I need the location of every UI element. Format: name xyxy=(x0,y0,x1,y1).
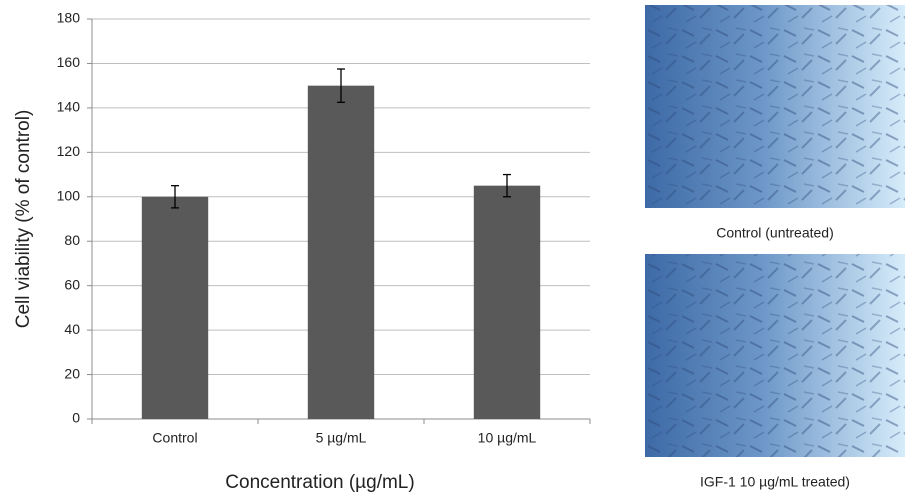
panel-caption: IGF-1 10 µg/mL treated) xyxy=(700,474,850,490)
panel-caption: Control (untreated) xyxy=(716,225,834,241)
y-tick-label: 180 xyxy=(57,10,81,26)
y-tick-label: 160 xyxy=(57,54,81,70)
micrograph-cells xyxy=(645,5,905,208)
page: Control (untreated) IGF-1 10 µg/mL treat… xyxy=(0,0,909,497)
bar xyxy=(142,197,208,419)
figure: Control (untreated) IGF-1 10 µg/mL treat… xyxy=(0,0,909,497)
x-axis-title: Concentration (µg/mL) xyxy=(225,472,414,493)
y-tick-label: 120 xyxy=(57,143,81,159)
y-tick-label: 0 xyxy=(72,410,80,426)
panel-top xyxy=(645,5,905,208)
panel-bottom xyxy=(645,254,905,457)
x-tick-label: 10 µg/mL xyxy=(478,430,537,446)
y-tick-label: 80 xyxy=(64,232,80,248)
x-tick-label: Control xyxy=(152,430,197,446)
y-tick-label: 100 xyxy=(57,187,81,203)
bar xyxy=(308,86,374,419)
y-tick-label: 60 xyxy=(64,276,80,292)
x-tick-label: 5 µg/mL xyxy=(316,430,367,446)
micrograph-cells xyxy=(645,254,905,457)
y-tick-label: 20 xyxy=(64,365,80,381)
y-tick-label: 140 xyxy=(57,99,81,115)
y-tick-label: 40 xyxy=(64,321,80,337)
bar xyxy=(474,186,540,419)
y-axis-title: Cell viability (% of control) xyxy=(13,110,34,329)
